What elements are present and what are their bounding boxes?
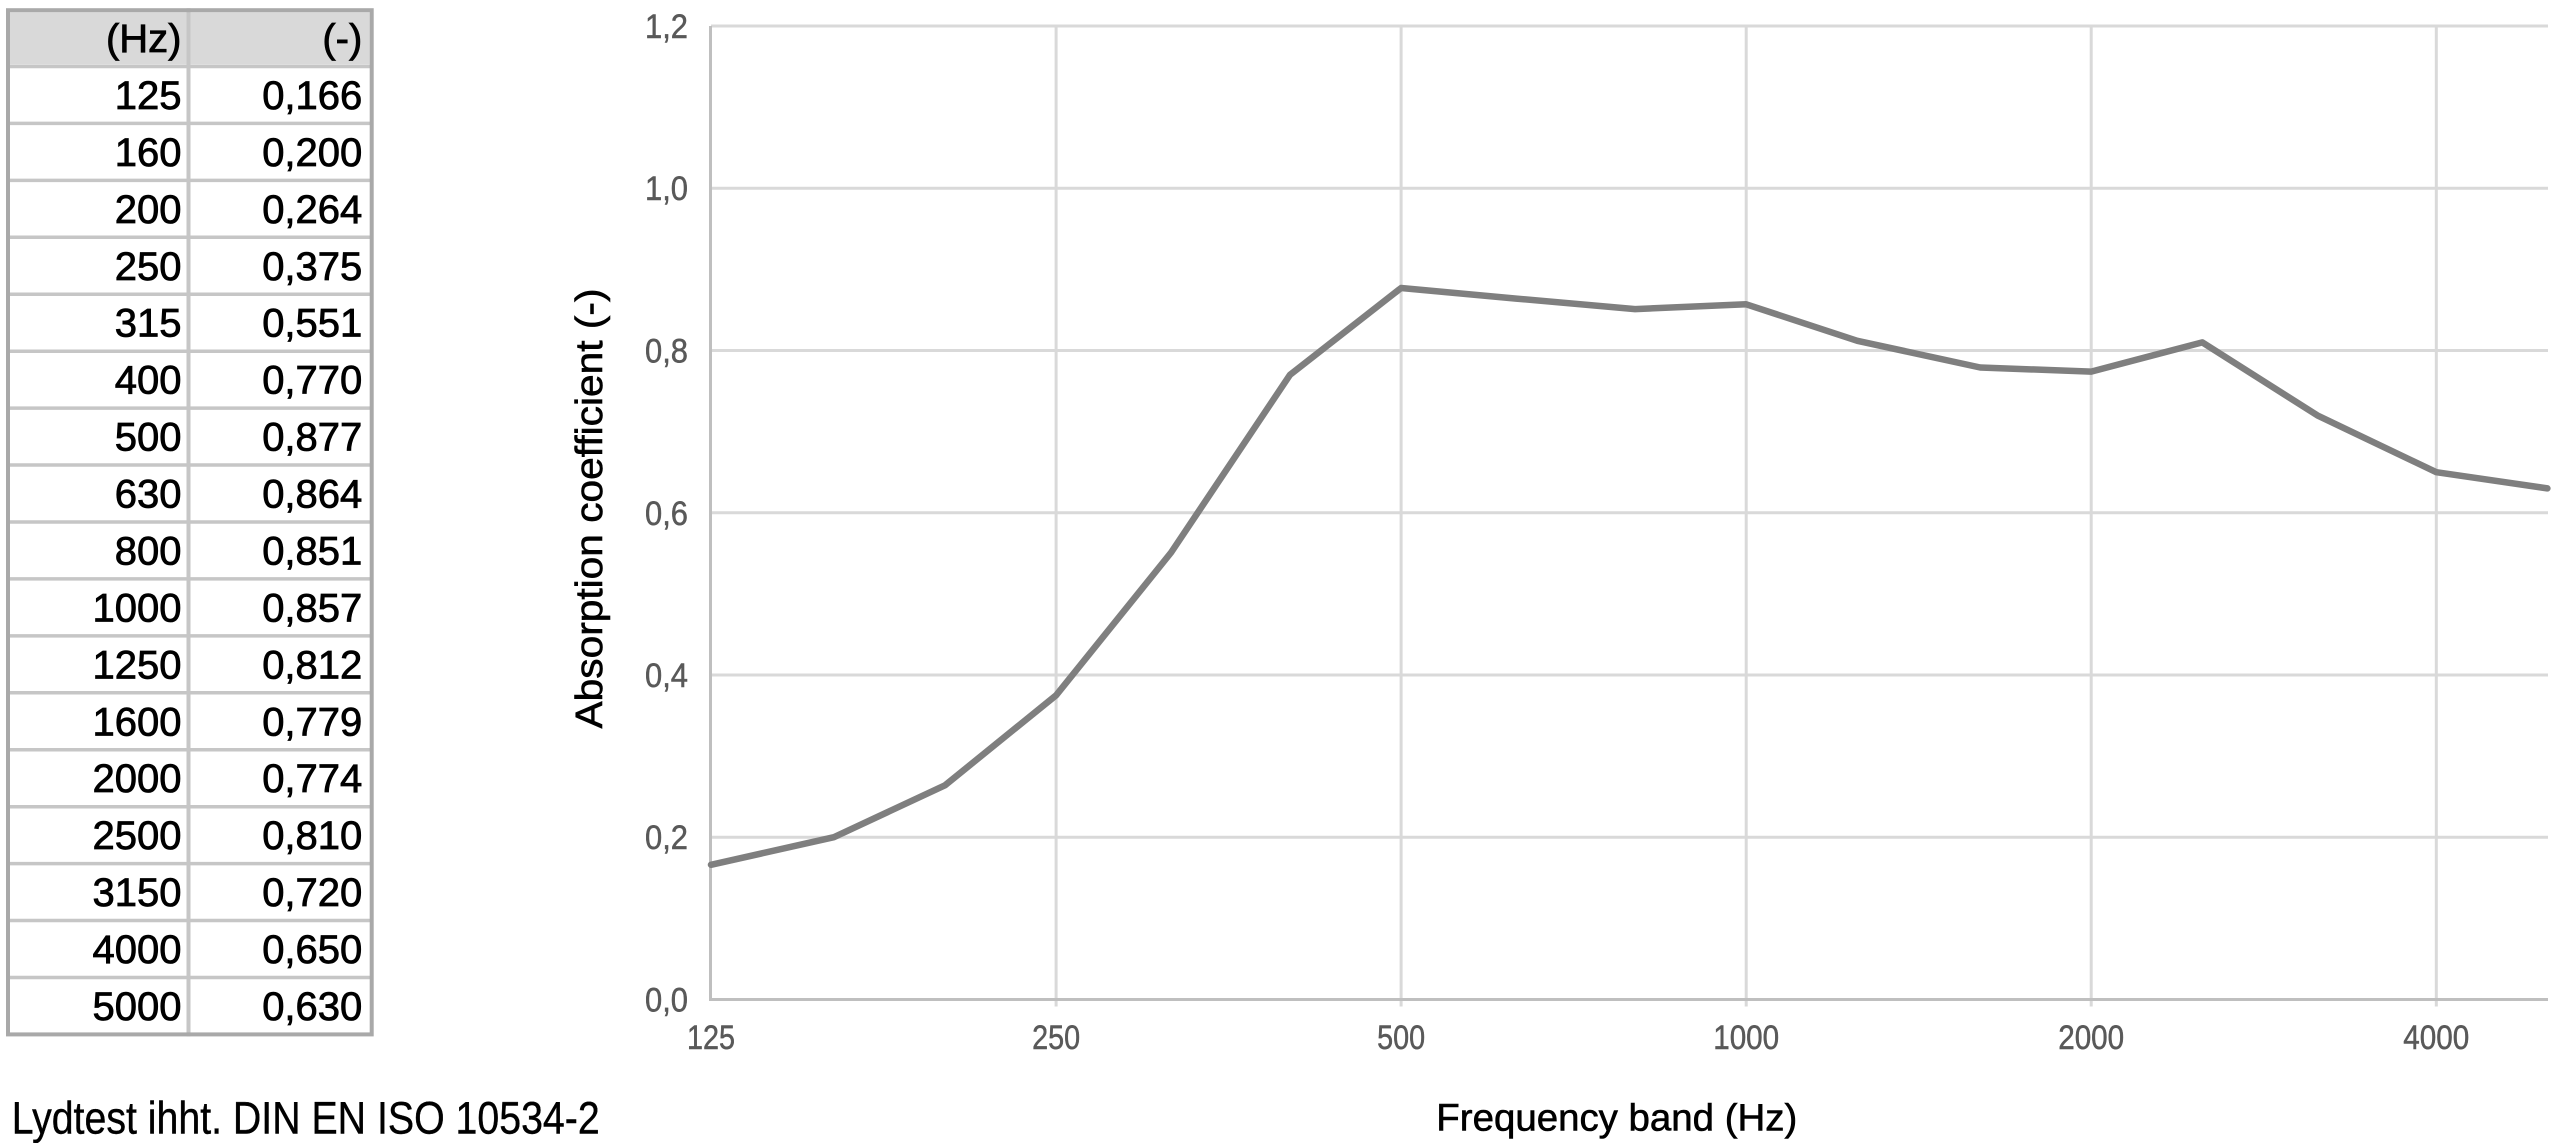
svg-text:0,774: 0,774 <box>262 757 362 801</box>
svg-text:0,720: 0,720 <box>262 871 362 915</box>
svg-text:0,8: 0,8 <box>645 333 688 371</box>
svg-text:Frequency band (Hz): Frequency band (Hz) <box>1436 1098 1797 1140</box>
svg-text:Absorption coefficient (-): Absorption coefficient (-) <box>569 289 611 729</box>
svg-text:1250: 1250 <box>93 643 182 687</box>
svg-text:1,2: 1,2 <box>645 8 688 46</box>
svg-text:0,264: 0,264 <box>262 188 362 232</box>
svg-text:2000: 2000 <box>2058 1019 2124 1057</box>
svg-text:0,779: 0,779 <box>262 700 362 744</box>
svg-text:2500: 2500 <box>93 814 182 858</box>
svg-text:5000: 5000 <box>93 985 182 1029</box>
svg-text:800: 800 <box>115 529 182 573</box>
svg-text:0,0: 0,0 <box>645 982 688 1020</box>
svg-text:0,4: 0,4 <box>645 657 688 695</box>
svg-text:1,0: 1,0 <box>645 170 688 208</box>
svg-text:1000: 1000 <box>93 586 182 630</box>
svg-text:0,650: 0,650 <box>262 928 362 972</box>
svg-text:500: 500 <box>1377 1019 1425 1057</box>
svg-text:0,6: 0,6 <box>645 495 688 533</box>
svg-text:3150: 3150 <box>93 871 182 915</box>
svg-text:0,812: 0,812 <box>262 643 362 687</box>
svg-text:0,770: 0,770 <box>262 359 362 403</box>
svg-text:400: 400 <box>115 359 182 403</box>
svg-text:250: 250 <box>1032 1019 1080 1057</box>
svg-text:4000: 4000 <box>93 928 182 972</box>
svg-text:0,166: 0,166 <box>262 74 362 118</box>
svg-text:0,857: 0,857 <box>262 586 362 630</box>
svg-text:125: 125 <box>115 74 182 118</box>
svg-text:Lydtest ihht. DIN EN ISO 10534: Lydtest ihht. DIN EN ISO 10534-2 <box>12 1092 600 1143</box>
svg-text:160: 160 <box>115 131 182 175</box>
svg-text:(-): (-) <box>322 17 362 61</box>
svg-text:1000: 1000 <box>1713 1019 1779 1057</box>
svg-text:315: 315 <box>115 302 182 346</box>
svg-text:(Hz): (Hz) <box>106 17 182 61</box>
svg-text:0,630: 0,630 <box>262 985 362 1029</box>
svg-text:0,551: 0,551 <box>262 302 362 346</box>
svg-text:250: 250 <box>115 245 182 289</box>
svg-text:125: 125 <box>687 1019 735 1057</box>
svg-text:4000: 4000 <box>2403 1019 2469 1057</box>
svg-text:2000: 2000 <box>93 757 182 801</box>
svg-text:0,877: 0,877 <box>262 416 362 460</box>
svg-text:0,864: 0,864 <box>262 473 362 517</box>
svg-text:630: 630 <box>115 473 182 517</box>
svg-text:0,810: 0,810 <box>262 814 362 858</box>
svg-text:500: 500 <box>115 416 182 460</box>
svg-text:200: 200 <box>115 188 182 232</box>
svg-text:0,200: 0,200 <box>262 131 362 175</box>
svg-text:0,2: 0,2 <box>645 819 688 857</box>
svg-text:0,375: 0,375 <box>262 245 362 289</box>
svg-text:1600: 1600 <box>93 700 182 744</box>
svg-text:0,851: 0,851 <box>262 529 362 573</box>
